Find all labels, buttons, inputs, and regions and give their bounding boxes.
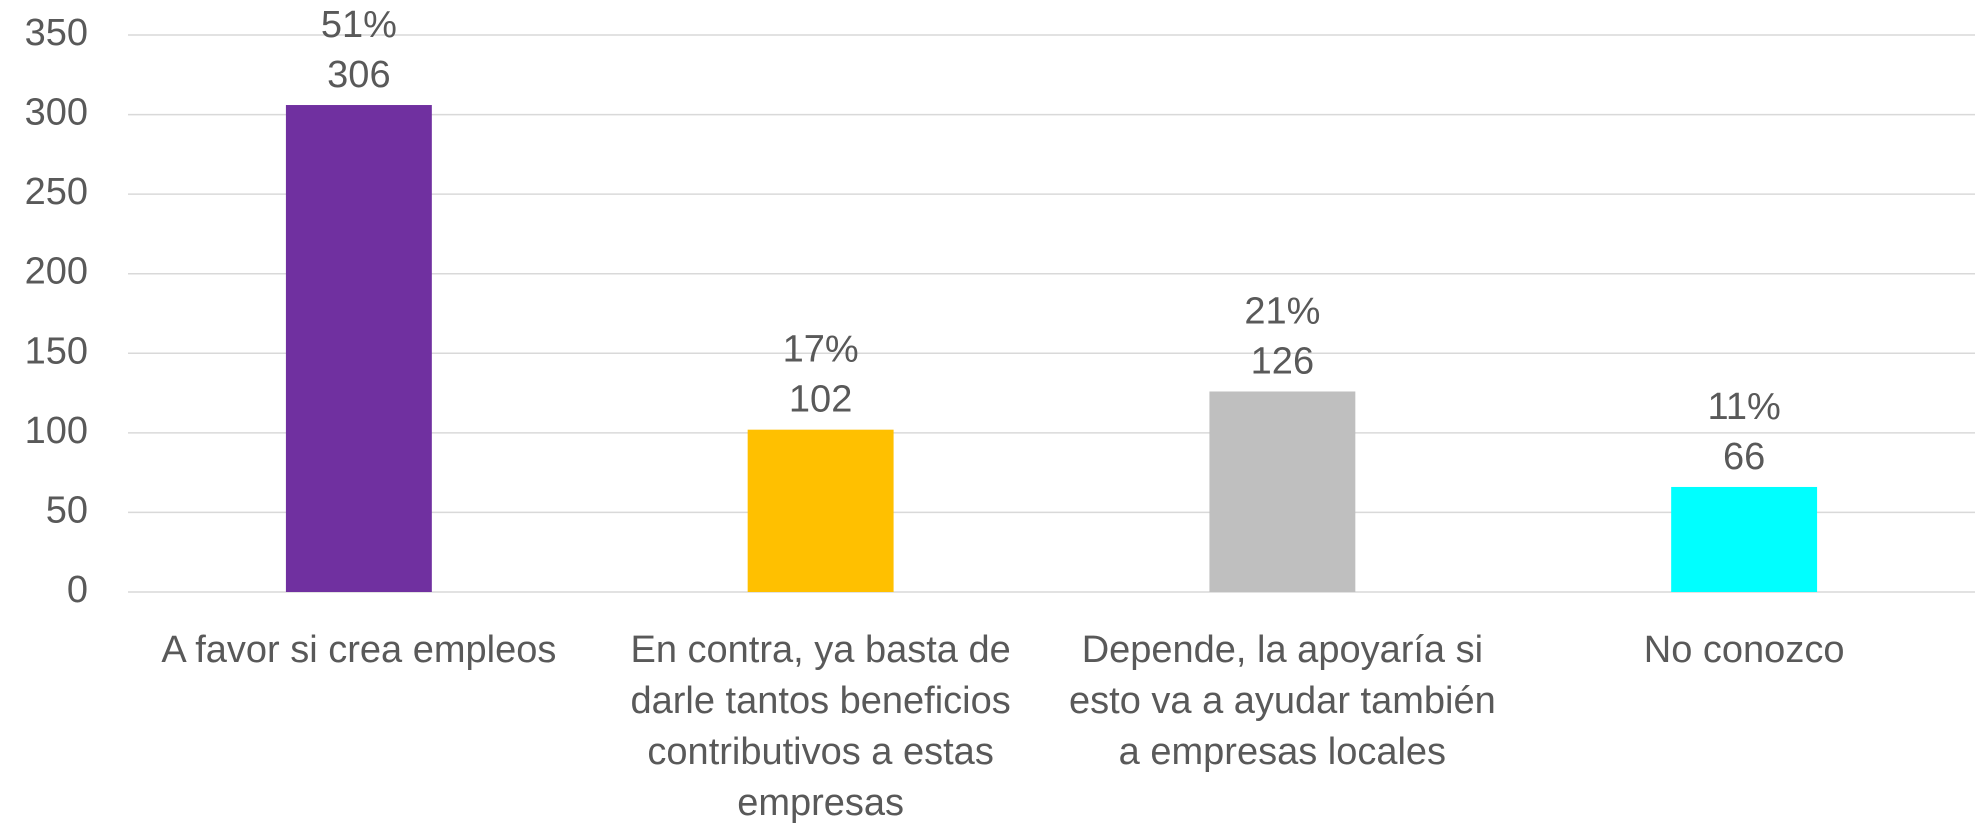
data-label: 306 — [327, 54, 390, 96]
y-tick-label: 150 — [25, 330, 88, 372]
x-tick-label: En contra, ya basta de darle tantos bene… — [630, 629, 1011, 824]
percent-label: 51% — [321, 4, 397, 46]
bar — [1209, 391, 1356, 592]
y-tick-label: 100 — [25, 410, 88, 452]
x-tick-label: No conozco — [1643, 629, 1845, 671]
percent-label: 21% — [1244, 291, 1320, 333]
x-tick-label: A favor si crea empleos — [161, 629, 557, 671]
data-label: 102 — [789, 379, 852, 421]
y-tick-label: 350 — [25, 12, 88, 54]
y-tick-label: 250 — [25, 171, 88, 213]
data-label: 66 — [1723, 436, 1765, 478]
y-tick-label: 0 — [67, 569, 88, 611]
percent-label: 11% — [1708, 386, 1781, 428]
data-label: 126 — [1251, 341, 1314, 383]
y-tick-label: 300 — [25, 92, 88, 134]
y-tick-label: 200 — [25, 251, 88, 293]
bar — [1671, 486, 1818, 592]
percent-label: 17% — [783, 329, 859, 371]
y-tick-label: 50 — [46, 489, 88, 531]
bar — [747, 429, 894, 592]
bar — [285, 105, 432, 592]
x-tick-label: Depende, la apoyaría si esto va a ayudar… — [1069, 629, 1496, 773]
